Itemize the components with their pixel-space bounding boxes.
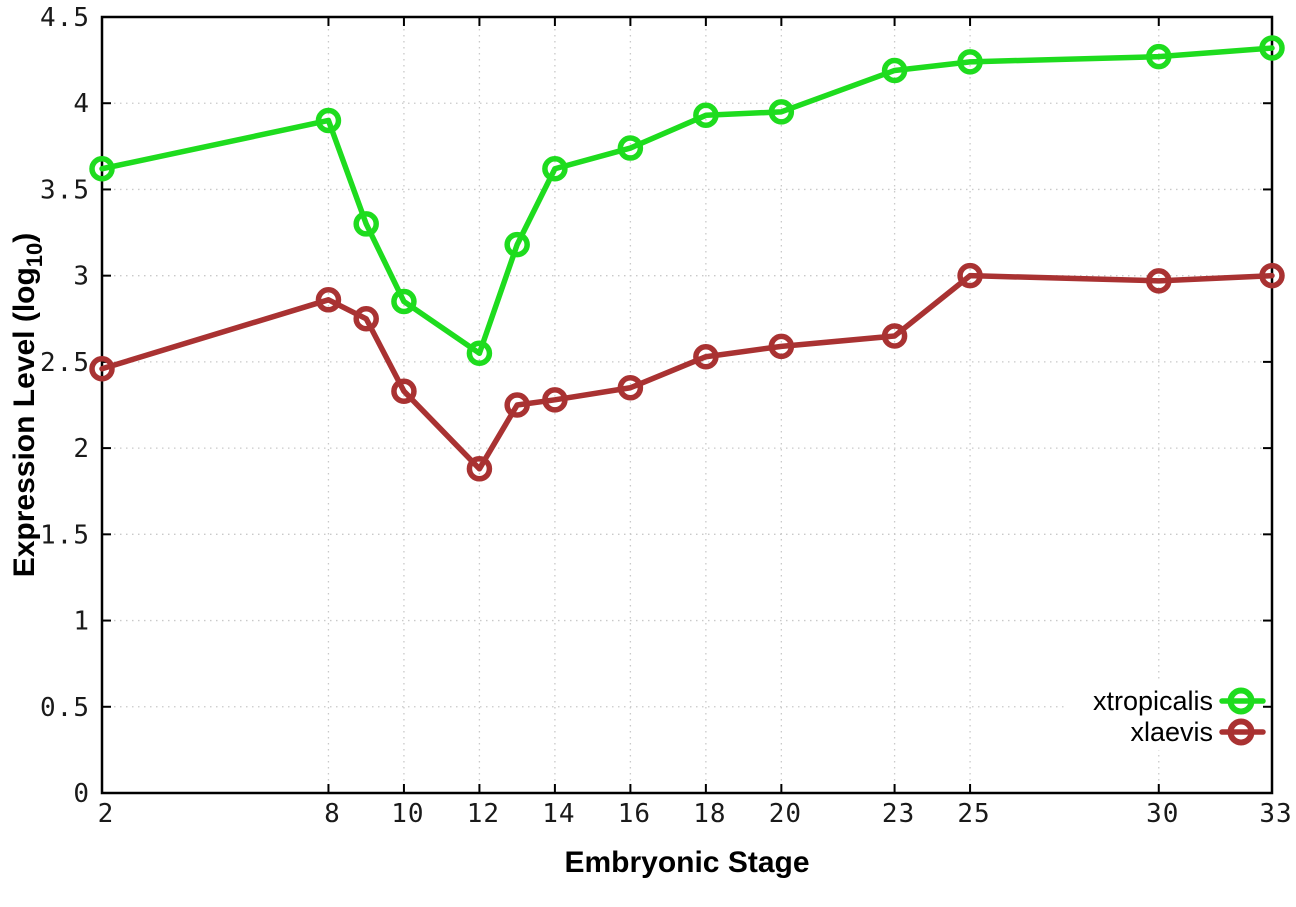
- y-tick-label: 1: [73, 607, 90, 637]
- data-point-xtropicalis: [466, 340, 493, 367]
- data-point-xlaevis: [353, 306, 379, 332]
- legend-label-xlaevis: xlaevis: [1130, 717, 1213, 747]
- x-tick-label: 20: [769, 799, 802, 829]
- y-axis-label: Expression Level (log10): [8, 233, 47, 578]
- x-tick-label: 16: [618, 799, 651, 829]
- x-tick-label: 12: [467, 799, 500, 829]
- data-point-xtropicalis: [542, 156, 568, 182]
- data-point-xtropicalis: [504, 231, 530, 258]
- data-point-xlaevis: [693, 343, 719, 370]
- y-tick-label: 4: [73, 89, 90, 119]
- series-markers-xtropicalis: [89, 35, 1285, 367]
- x-tick-label: 33: [1259, 799, 1292, 829]
- data-point-xtropicalis: [353, 211, 379, 237]
- legend-marker-xlaevis: [1227, 718, 1255, 746]
- legend-label-xtropicalis: xtropicalis: [1093, 686, 1213, 716]
- y-tick-label: 3.5: [40, 175, 90, 205]
- y-tick-label: 1.5: [40, 520, 90, 550]
- y-axis-label-main: Expression Level (log: [8, 267, 41, 577]
- y-tick-label: 2.5: [40, 348, 90, 378]
- x-tick-label: 14: [542, 799, 575, 829]
- y-tick-label: 4.5: [40, 3, 90, 33]
- data-point-xlaevis: [1259, 262, 1285, 289]
- data-point-xtropicalis: [1146, 43, 1172, 70]
- plot-border: [100, 15, 1274, 795]
- data-point-xtropicalis: [617, 135, 644, 161]
- data-point-xlaevis: [504, 392, 530, 418]
- y-tick-label: 2: [73, 434, 90, 464]
- series-line-xlaevis: [99, 272, 1275, 472]
- data-point-xlaevis: [315, 287, 342, 313]
- x-tick-label: 8: [324, 799, 341, 829]
- data-point-xtropicalis: [768, 99, 795, 125]
- data-point-xtropicalis: [1259, 35, 1285, 61]
- x-tick-label: 23: [882, 799, 915, 829]
- x-tick-label: 30: [1146, 799, 1179, 829]
- data-point-xlaevis: [89, 356, 115, 382]
- data-point-xtropicalis: [881, 57, 908, 84]
- data-point-xlaevis: [391, 378, 417, 404]
- data-point-xlaevis: [1146, 268, 1172, 294]
- x-axis-label: Embryonic Stage: [564, 846, 809, 879]
- legend-marker-xtropicalis: [1227, 687, 1255, 715]
- data-point-xtropicalis: [391, 288, 417, 315]
- x-tick-label: 25: [957, 799, 990, 829]
- data-point-xtropicalis: [89, 156, 115, 182]
- y-tick-label: 0.5: [40, 693, 90, 723]
- x-tick-label: 10: [391, 799, 424, 829]
- data-point-xlaevis: [466, 456, 493, 482]
- data-point-xtropicalis: [957, 49, 983, 75]
- data-point-xlaevis: [957, 262, 983, 289]
- data-point-xlaevis: [768, 333, 795, 360]
- x-tick-label: 18: [693, 799, 726, 829]
- data-point-xlaevis: [617, 375, 644, 401]
- data-point-xlaevis: [542, 387, 568, 413]
- data-point-xtropicalis: [315, 107, 342, 134]
- x-tick-label: 2: [98, 799, 115, 829]
- y-tick-label: 3: [73, 262, 90, 292]
- y-axis-label-end: ): [8, 233, 41, 243]
- data-point-xlaevis: [881, 323, 908, 349]
- y-axis-label-subscript: 10: [22, 243, 47, 267]
- series-line-xtropicalis: [99, 45, 1275, 357]
- series-markers-xlaevis: [89, 262, 1285, 482]
- y-tick-label: 0: [73, 779, 90, 809]
- data-point-xtropicalis: [693, 102, 719, 129]
